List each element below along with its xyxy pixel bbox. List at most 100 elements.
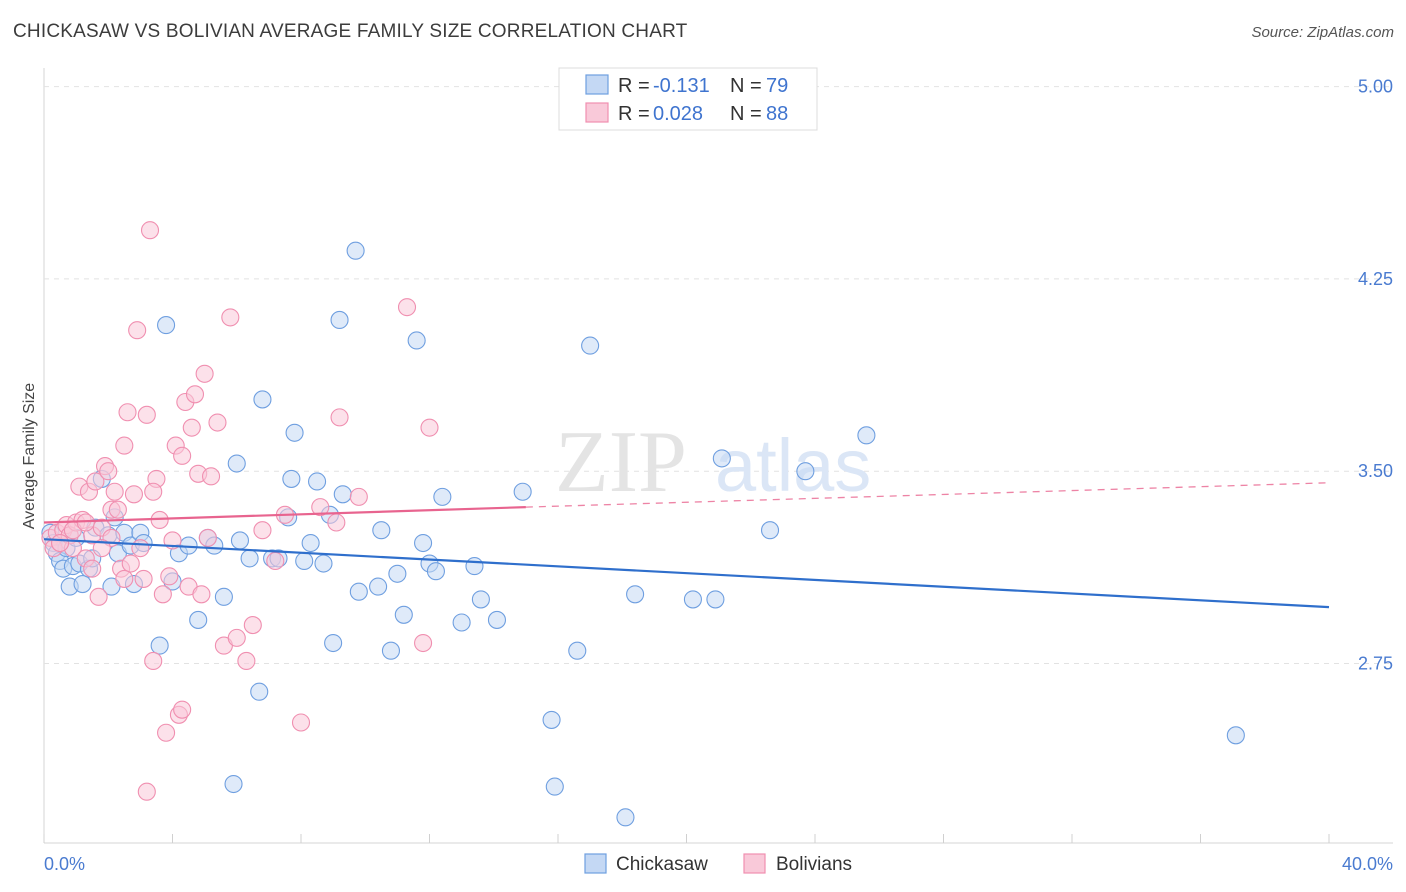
bottom-legend-label-chickasaw: Chickasaw [616,854,708,875]
y-tick-label: 5.00 [1358,77,1393,97]
bolivians-point [327,513,346,532]
bolivians-point [137,782,156,801]
watermark-atlas: atlas [715,424,871,507]
bolivians-point [115,569,134,588]
chickasaw-point [683,590,702,609]
chickasaw-point [426,562,445,581]
x-tick-label-min: 0.0% [44,854,85,874]
bolivians-point [118,403,137,422]
bolivians-points [41,221,439,801]
chickasaw-point [381,641,401,660]
chickasaw-point [214,587,233,606]
bolivians-point [108,500,127,519]
chickasaw-point [857,426,876,445]
chickasaw-point [285,423,304,442]
chickasaw-point [224,774,243,794]
legend-n-value-1: 79 [766,75,788,97]
chickasaw-point [372,521,391,540]
bolivians-point [227,628,246,647]
bottom-legend-swatch-chickasaw [584,853,607,874]
bolivians-point [237,651,256,671]
chickasaw-point [230,531,250,550]
bolivians-trend-extension [525,482,1330,508]
bolivians-point [243,616,262,635]
bolivians-point [86,472,105,491]
bolivians-point [128,321,147,340]
chickasaw-point [157,316,176,335]
chickasaw-trend-line [43,538,1330,609]
chart-title: CHICKASAW VS BOLIVIAN AVERAGE FAMILY SIZ… [13,21,688,42]
chickasaw-point [712,449,731,468]
legend-n-label-1: N = [730,75,762,97]
bolivians-point [134,569,153,588]
chickasaw-point [240,549,259,568]
chickasaw-point [324,633,343,653]
bolivians-point [397,298,417,317]
chickasaw-point [388,564,407,583]
chickasaw-point [452,613,471,632]
y-tick-label: 2.75 [1358,654,1393,674]
bolivians-point [349,487,368,506]
chickasaw-point [301,533,320,553]
bolivians-point [311,498,330,517]
legend-n-label-2: N = [730,103,762,125]
bolivians-point [253,521,272,540]
y-axis-label: Average Family Size [21,383,38,530]
legend-swatch-bolivians [585,102,609,123]
bolivians-point [137,405,156,424]
chickasaw-point [1226,726,1245,745]
chickasaw-point [568,641,587,660]
bolivians-point [115,436,134,455]
legend-r-value-1: -0.131 [653,75,710,97]
bolivians-point [105,482,124,501]
chickasaw-point [706,590,725,609]
source-label: Source: ZipAtlas.com [1251,24,1394,41]
watermark-zip: ZIP [555,414,687,511]
bolivians-point [221,308,240,327]
bolivians-point [330,408,349,427]
bolivians-point [291,713,311,732]
bolivians-point [420,418,439,437]
correlation-legend: R = -0.131 N = 79 R = 0.028 N = 88 [558,67,818,131]
bolivians-point [202,467,221,486]
bolivians-point [173,700,192,719]
chickasaw-point [250,682,269,701]
chickasaw-point [542,710,561,729]
chickasaw-point [330,310,349,330]
bolivians-point [121,554,140,573]
chickasaw-point [253,390,272,409]
y-tick-label: 4.25 [1358,269,1393,289]
bolivians-point [198,528,217,547]
chickasaw-point [227,454,246,473]
bottom-legend-label-bolivians: Bolivians [776,854,852,875]
legend-r-label-1: R = [618,75,650,97]
chickasaw-point [189,610,208,629]
bottom-legend-swatch-bolivians [743,853,766,874]
trend-lines [43,482,1330,609]
x-tick-label-max: 40.0% [1342,854,1393,874]
bolivians-point [124,485,143,504]
bolivians-point [144,651,163,671]
bolivians-point [76,513,95,532]
bolivians-point [195,364,214,383]
legend-r-value-2: 0.028 [653,103,703,125]
chickasaw-point [282,469,301,488]
chickasaw-point [333,485,352,504]
chickasaw-point [433,487,452,506]
bolivians-point [266,551,285,571]
chickasaw-points [41,241,1245,827]
chickasaw-point [349,582,368,601]
bolivians-point [99,462,118,481]
legend-swatch-chickasaw [585,74,609,95]
chickasaw-point [346,241,365,260]
chickasaw-point [471,590,490,609]
chickasaw-point [414,533,433,553]
chickasaw-point [616,808,635,827]
chickasaw-point [308,472,327,491]
bolivians-point [83,559,102,578]
bolivians-point [414,633,433,653]
bolivians-point [153,585,172,604]
bolivians-point [185,385,205,404]
bolivians-point [173,446,192,465]
